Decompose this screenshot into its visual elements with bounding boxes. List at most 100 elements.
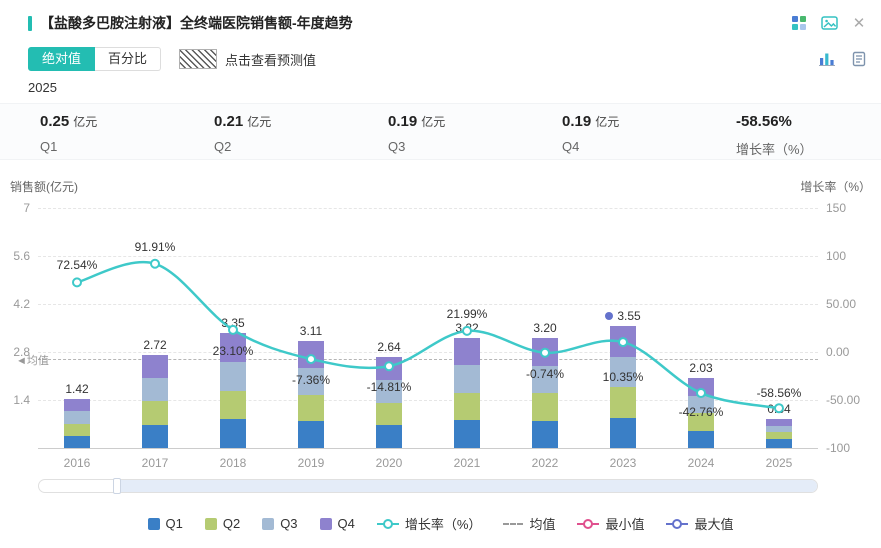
growth-rate-label: -7.36% <box>291 373 331 388</box>
legend-item-max[interactable]: 最大值 <box>666 514 733 533</box>
bar-chart-view-icon[interactable] <box>817 49 837 69</box>
legend-item-q3[interactable]: Q3 <box>262 516 298 531</box>
bar-segment-q2[interactable] <box>532 393 558 421</box>
bar-segment-q1[interactable] <box>532 420 558 448</box>
bar-segment-q1[interactable] <box>64 435 90 448</box>
forecast-hint-label: 点击查看预测值 <box>225 52 317 68</box>
line-point <box>540 347 550 358</box>
growth-rate-label: 91.91% <box>134 239 176 254</box>
bar-segment-q2[interactable] <box>454 392 480 421</box>
y-axis-tick-right: 100 <box>826 249 847 263</box>
bar-segment-q3[interactable] <box>454 365 480 393</box>
y-axis-tick-right: 0.00 <box>826 345 850 359</box>
percentage-button[interactable]: 百分比 <box>95 47 162 71</box>
stat-label: Q4 <box>562 139 580 154</box>
close-icon[interactable]: ✕ <box>852 14 866 32</box>
legend-item-min[interactable]: 最小值 <box>577 514 644 533</box>
bar-segment-q1[interactable] <box>454 420 480 448</box>
bar-segment-q1[interactable] <box>688 430 714 448</box>
data-zoom-range[interactable] <box>116 480 817 492</box>
bar-segment-q4[interactable] <box>64 399 90 412</box>
bar-segment-q2[interactable] <box>220 390 246 420</box>
legend-label: Q4 <box>337 516 355 531</box>
stat-unit: 亿元 <box>595 115 620 129</box>
legend-item-mean[interactable]: 均值 <box>503 514 555 533</box>
absolute-value-button[interactable]: 绝对值 <box>28 47 96 71</box>
bar-segment-q1[interactable] <box>142 424 168 448</box>
bar-segment-q4[interactable] <box>142 354 168 379</box>
legend-label: 最大值 <box>694 517 734 532</box>
line-point <box>228 324 238 335</box>
bar-total-label: 2.72 <box>143 337 167 352</box>
stat-label: Q3 <box>388 139 406 154</box>
stat-value: 0.21 <box>214 113 244 130</box>
summary-stats: 0.25 亿元 Q1 0.21 亿元 Q2 0.19 亿元 Q3 0.19 亿元 Q4 … <box>0 103 881 160</box>
save-image-icon[interactable] <box>819 13 839 33</box>
bar-segment-q3[interactable] <box>532 365 558 394</box>
bar-segment-q1[interactable] <box>376 425 402 448</box>
bar-segment-q4[interactable] <box>454 337 480 366</box>
panel-header: 【盐酸多巴胺注射液】全终端医院销售额-年度趋势 ✕ <box>28 10 869 36</box>
bar-segment-q4[interactable] <box>766 419 792 426</box>
legend-marker-growth-rate <box>376 518 399 529</box>
bar-segment-q3[interactable] <box>298 368 324 395</box>
stat-unit: 亿元 <box>247 115 272 129</box>
bar-segment-q2[interactable] <box>64 423 90 436</box>
y-axis-tick-left: 4.2 <box>13 297 30 311</box>
legend-label: Q1 <box>165 516 183 531</box>
bar-segment-q4[interactable] <box>688 378 714 396</box>
line-point <box>774 403 784 414</box>
legend-marker-min <box>577 518 600 529</box>
bar-segment-q2[interactable] <box>766 432 792 440</box>
bar-total-label: 2.64 <box>377 340 401 355</box>
growth-rate-label: -58.56% <box>756 386 802 401</box>
max-value-marker <box>605 312 614 321</box>
mean-line <box>38 358 818 360</box>
x-axis-label: 2018 <box>219 456 247 470</box>
report-doc-icon[interactable] <box>849 49 869 69</box>
bar-segment-q3[interactable] <box>220 361 246 391</box>
line-point <box>462 325 472 336</box>
bar-segment-q3[interactable] <box>142 378 168 402</box>
bar-segment-q2[interactable] <box>610 387 636 418</box>
legend-marker-q1 <box>147 517 160 530</box>
left-axis-title: 销售额(亿元) <box>10 180 78 194</box>
legend-item-growth-rate[interactable]: 增长率（%） <box>376 514 481 533</box>
legend-label: 均值 <box>529 517 556 532</box>
bar-segment-q1[interactable] <box>220 419 246 448</box>
table-toggle-icon[interactable] <box>789 13 809 33</box>
bar-total-label: 1.42 <box>65 382 89 397</box>
legend-marker-q2 <box>204 517 217 530</box>
y-axis-tick-right: -50.00 <box>826 393 861 407</box>
x-axis-label: 2023 <box>609 456 637 470</box>
x-axis-label: 2019 <box>297 456 325 470</box>
bar-segment-q1[interactable] <box>298 421 324 448</box>
line-point <box>696 388 706 399</box>
line-point <box>306 354 316 365</box>
y-axis-tick-left: 1.4 <box>13 393 30 407</box>
line-point <box>72 277 82 288</box>
bar-segment-q1[interactable] <box>766 439 792 448</box>
bar-segment-q1[interactable] <box>610 417 636 448</box>
bar-segment-q2[interactable] <box>142 401 168 425</box>
legend-item-q2[interactable]: Q2 <box>204 516 240 531</box>
data-zoom-handle[interactable] <box>112 478 121 494</box>
page-title: 【盐酸多巴胺注射液】全终端医院销售额-年度趋势 <box>40 15 353 31</box>
legend-item-q4[interactable]: Q4 <box>319 516 355 531</box>
bar-segment-q2[interactable] <box>376 402 402 426</box>
forecast-toggle[interactable]: 点击查看预测值 <box>179 49 316 69</box>
bar-segment-q3[interactable] <box>610 356 636 388</box>
legend-item-q1[interactable]: Q1 <box>147 516 183 531</box>
bar-segment-q2[interactable] <box>298 394 324 422</box>
bar-segment-q3[interactable] <box>688 395 714 414</box>
bar-segment-q4[interactable] <box>220 333 246 362</box>
bar-segment-q3[interactable] <box>766 425 792 433</box>
bar-segment-q3[interactable] <box>376 380 402 403</box>
stat-value: -58.56% <box>736 113 792 130</box>
chart-tools <box>817 49 869 69</box>
bar-segment-q2[interactable] <box>688 413 714 431</box>
stat-q4: 0.19 亿元 Q4 <box>562 113 652 159</box>
gridline <box>38 400 818 401</box>
data-zoom-slider[interactable] <box>38 478 818 494</box>
bar-segment-q3[interactable] <box>64 411 90 424</box>
